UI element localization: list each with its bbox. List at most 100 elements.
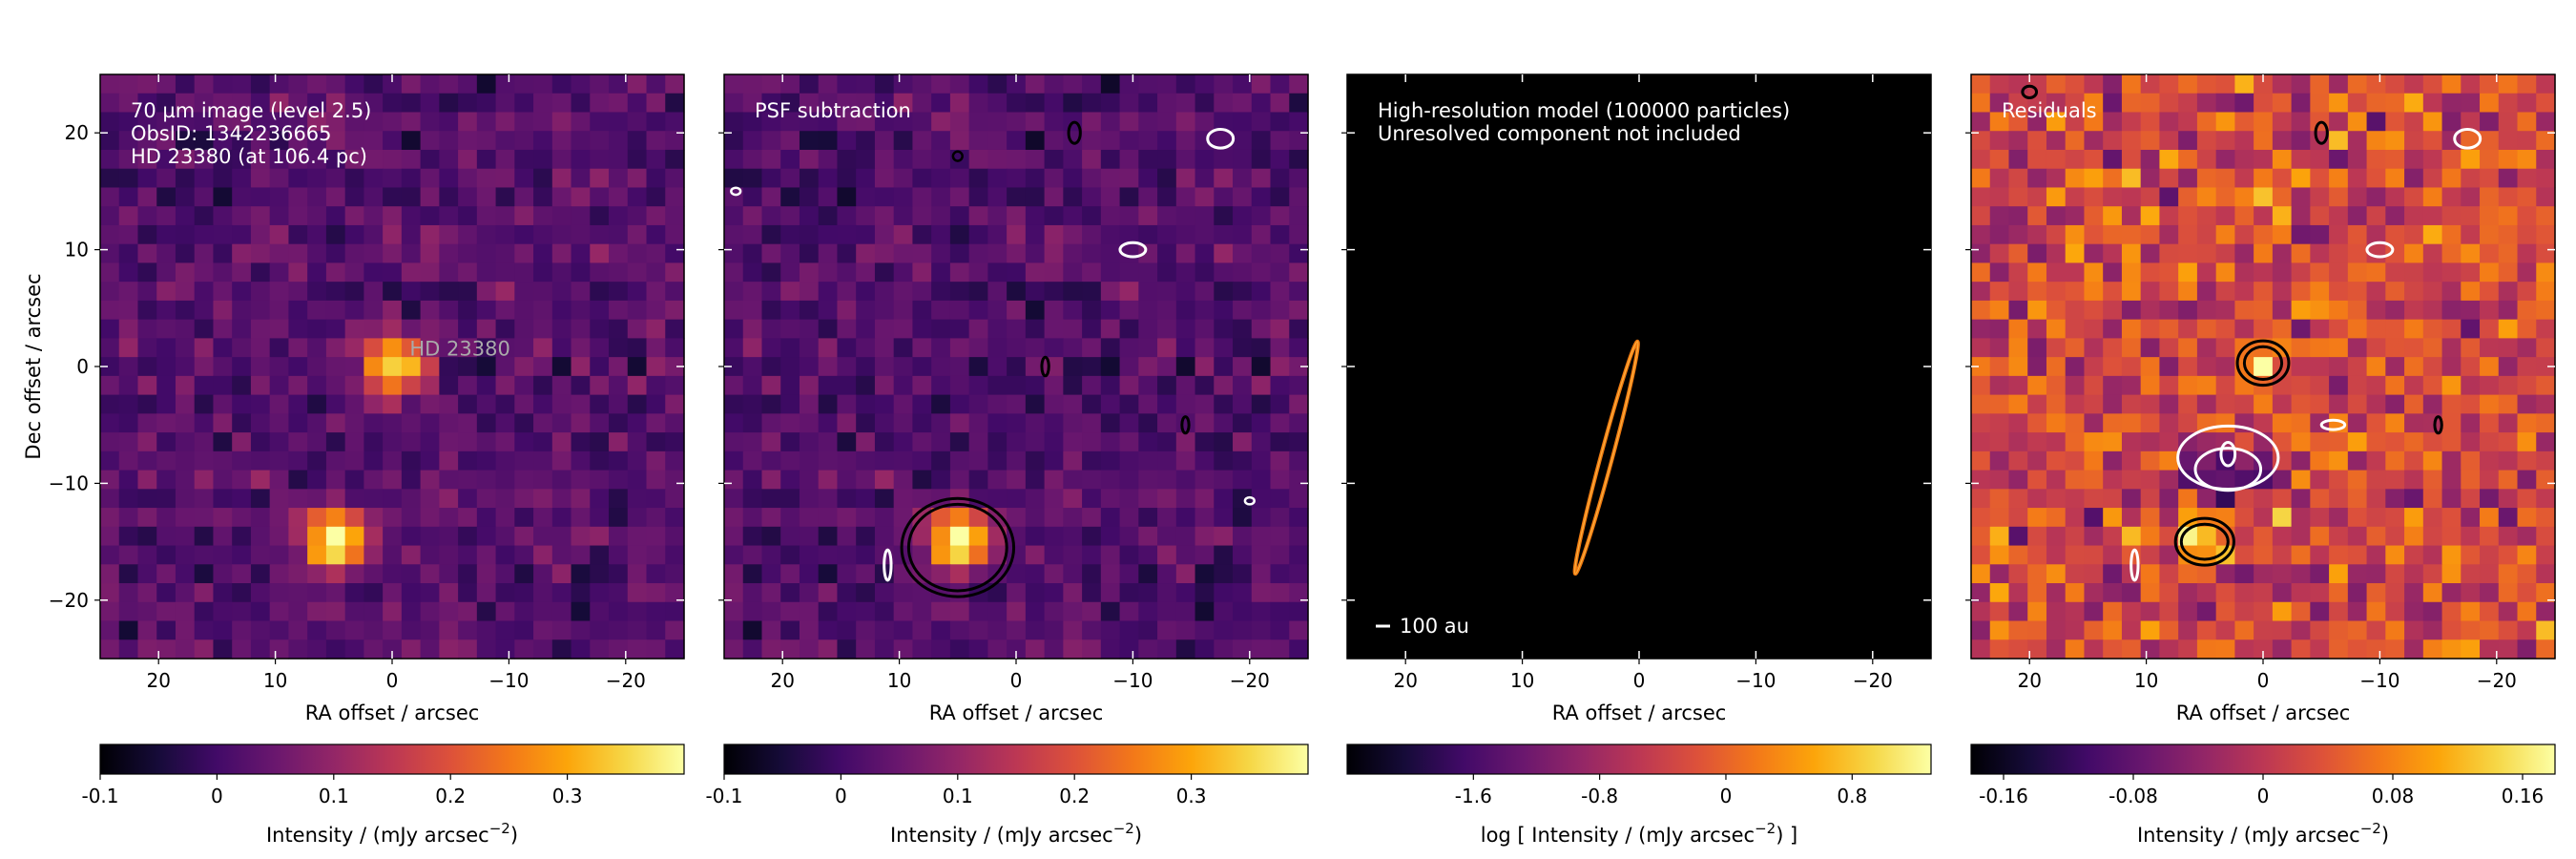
heatmap-cell (2103, 300, 2123, 321)
heatmap-cell (2480, 639, 2500, 660)
heatmap-cell (175, 300, 196, 321)
heatmap-cell (646, 526, 666, 547)
heatmap-cell (742, 489, 763, 509)
heatmap-cell (2140, 149, 2161, 170)
heatmap-cell (1214, 413, 1234, 433)
heatmap-cell (2517, 300, 2537, 321)
heatmap-cell (2498, 338, 2519, 358)
heatmap-cell (627, 224, 648, 245)
heatmap-cell (514, 508, 534, 528)
heatmap-cell (2103, 338, 2123, 358)
heatmap-cell (2480, 375, 2500, 396)
heatmap-cell (1100, 508, 1121, 528)
heatmap-cell (156, 300, 177, 321)
x-tick-label: −20 (1853, 669, 1893, 692)
heatmap-cell (646, 601, 666, 622)
heatmap-cell (325, 224, 346, 245)
heatmap-cell (818, 639, 839, 660)
heatmap-cell (2084, 112, 2104, 132)
heatmap-cell (1195, 545, 1215, 565)
heatmap-cell (2215, 243, 2235, 264)
heatmap-cell (156, 206, 177, 226)
heatmap-cell (1138, 450, 1158, 471)
heatmap-cell (1214, 206, 1234, 226)
heatmap-cell (2441, 224, 2462, 245)
heatmap-cell (2254, 583, 2274, 603)
heatmap-cell (856, 357, 876, 377)
heatmap-cell (1233, 243, 1253, 264)
heatmap-cell (2196, 224, 2217, 245)
heatmap-cell (2480, 601, 2500, 622)
heatmap-cell (1175, 74, 1196, 94)
heatmap-cell (1063, 564, 1083, 584)
heatmap-cell (2461, 112, 2481, 132)
heatmap-cell (2178, 639, 2198, 660)
heatmap-cell (571, 545, 591, 565)
heatmap-cell (1971, 413, 1991, 433)
heatmap-cell (232, 282, 252, 302)
heatmap-cell (893, 243, 914, 264)
heatmap-cell (1082, 357, 1102, 377)
heatmap-cell (893, 300, 914, 321)
heatmap-cell (458, 300, 478, 321)
heatmap-cell (2008, 601, 2028, 622)
heatmap-cell (2498, 74, 2519, 94)
heatmap-cell (949, 206, 970, 226)
heatmap-cell (893, 187, 914, 207)
heatmap-cell (118, 639, 139, 660)
heatmap-cell (533, 545, 553, 565)
heatmap-cell (175, 526, 196, 547)
heatmap-cell (1195, 413, 1215, 433)
heatmap-cell (2140, 394, 2161, 414)
heatmap-cell (2272, 394, 2293, 414)
heatmap-cell (269, 357, 290, 377)
heatmap-cell (1175, 470, 1196, 490)
heatmap-cell (571, 149, 591, 170)
heatmap-cell (2366, 601, 2386, 622)
heatmap-cell (2159, 357, 2179, 377)
heatmap-cell (2254, 639, 2274, 660)
heatmap-cell (2103, 187, 2123, 207)
heatmap-cell (2121, 112, 2142, 132)
heatmap-cell (742, 187, 763, 207)
heatmap-cell (1007, 432, 1027, 452)
heatmap-cell (2178, 432, 2198, 452)
heatmap-cell (2008, 112, 2028, 132)
heatmap-cell (1214, 319, 1234, 339)
heatmap-cell (307, 149, 327, 170)
heatmap-cell (458, 432, 478, 452)
heatmap-cell (912, 206, 932, 226)
heatmap-cell (571, 206, 591, 226)
heatmap-cell (2046, 262, 2067, 283)
heatmap-cell (627, 375, 648, 396)
heatmap-cell (1233, 639, 1253, 660)
heatmap-cell (1044, 413, 1064, 433)
heatmap-cell (874, 74, 895, 94)
heatmap-cell (2234, 432, 2254, 452)
heatmap-cell (2065, 243, 2086, 264)
heatmap-cell (893, 489, 914, 509)
heatmap-cell (383, 413, 403, 433)
heatmap-cell (1214, 489, 1234, 509)
heatmap-cell (551, 508, 572, 528)
heatmap-cell (1971, 526, 1991, 547)
heatmap-cell (1971, 545, 1991, 565)
heatmap-cell (458, 413, 478, 433)
heatmap-cell (250, 206, 271, 226)
heatmap-cell (1082, 639, 1102, 660)
contour-positive (2173, 516, 2235, 567)
heatmap-cell (1270, 564, 1290, 584)
heatmap-cell (665, 357, 685, 377)
heatmap-cell (968, 243, 988, 264)
heatmap-cell (2196, 583, 2217, 603)
heatmap-cell (609, 319, 629, 339)
heatmap-cell (2065, 489, 2086, 509)
heatmap-cell (742, 413, 763, 433)
heatmap-cell (609, 224, 629, 245)
heatmap-cell (2140, 319, 2161, 339)
heatmap-cell (931, 243, 951, 264)
heatmap-cell (2046, 243, 2067, 264)
heatmap-cell (1175, 319, 1196, 339)
heatmap-cell (893, 620, 914, 640)
heatmap-cell (118, 112, 139, 132)
